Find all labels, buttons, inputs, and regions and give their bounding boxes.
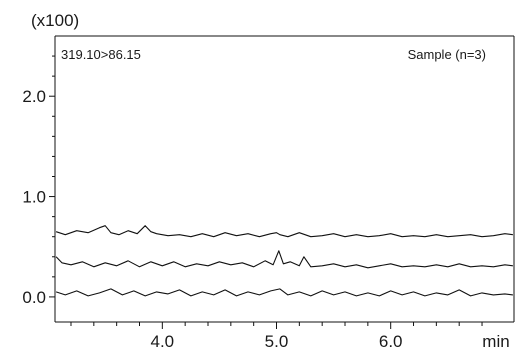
chromatogram-traces xyxy=(55,225,513,297)
x-tick-label: 4.0 xyxy=(151,332,175,350)
x-tick-label: 6.0 xyxy=(379,332,403,350)
y-tick-label: 0.0 xyxy=(22,288,46,307)
trace-2 xyxy=(55,250,513,269)
trace-3 xyxy=(55,288,513,297)
axis-tick-labels: 0.0 1.0 2.0 4.0 5.0 6.0 xyxy=(22,87,402,350)
y-multiplier-label: (x100) xyxy=(31,11,79,30)
y-tick-label: 1.0 xyxy=(22,188,46,207)
x-unit-label: min xyxy=(482,332,509,350)
transition-label: 319.10>86.15 xyxy=(61,47,141,62)
sample-label: Sample (n=3) xyxy=(408,47,486,62)
y-tick-label: 2.0 xyxy=(22,87,46,106)
x-tick-label: 5.0 xyxy=(265,332,289,350)
chart-axes xyxy=(54,35,515,323)
axis-ticks xyxy=(49,55,483,329)
trace-1 xyxy=(55,225,513,238)
